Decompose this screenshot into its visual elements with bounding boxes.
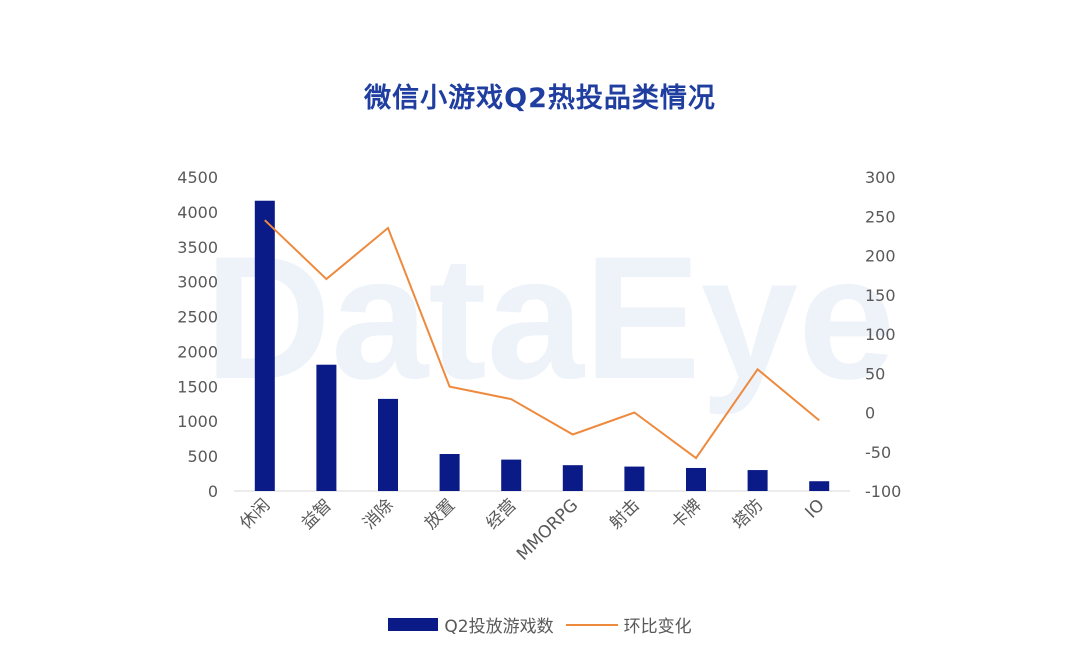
bar-5 (562, 465, 583, 491)
chart-title: 微信小游戏Q2热投品类情况 (364, 83, 716, 114)
category-label-6: 射击 (606, 495, 644, 533)
category-label-0: 休闲 (236, 495, 274, 533)
line-series (264, 219, 820, 460)
bar-8 (747, 470, 768, 491)
legend-line-label: 环比变化 (623, 617, 692, 637)
chart-plot: DataEye 05001000150020002500300035004000… (177, 168, 901, 565)
category-label-1: 益智 (298, 495, 336, 533)
legend-bar-label: Q2投放游戏数 (444, 617, 554, 637)
y-right-tick-6: 200 (865, 247, 896, 266)
y-right-tick-8: 300 (865, 168, 896, 187)
category-label-3: 放置 (421, 495, 459, 533)
y-left-tick-3: 1500 (177, 377, 218, 396)
category-label-2: 消除 (359, 495, 397, 533)
y-left-tick-4: 2000 (177, 342, 218, 361)
y-right-tick-4: 100 (865, 325, 896, 344)
bar-0 (254, 200, 275, 492)
y-right-tick-1: -50 (865, 443, 891, 462)
category-label-8: 塔防 (729, 495, 767, 533)
y-left-tick-9: 4500 (177, 168, 218, 187)
legend-item-line: 环比变化 (565, 612, 692, 637)
bar-2 (378, 398, 398, 491)
category-label-7: 卡牌 (667, 495, 705, 533)
y-left-tick-0: 0 (208, 482, 218, 501)
y-left-tick-5: 2500 (177, 308, 218, 327)
bar-9 (809, 481, 830, 491)
y-left-tick-2: 1000 (177, 412, 218, 431)
bar-4 (501, 459, 522, 491)
y-left-tick-8: 4000 (177, 203, 218, 222)
bar-series (254, 200, 830, 492)
y-right-tick-7: 250 (865, 207, 896, 226)
y-right-tick-2: 0 (865, 404, 875, 423)
y-right-tick-3: 50 (865, 364, 885, 383)
category-label-9: IO (802, 495, 829, 522)
legend-item-bar: Q2投放游戏数 (388, 612, 554, 637)
legend-bar-swatch (388, 618, 439, 631)
watermark: DataEye (205, 221, 896, 416)
line-path (264, 219, 820, 460)
category-label-5: MMORPG (513, 495, 582, 564)
axes: 050010001500200025003000350040004500-100… (177, 168, 901, 501)
bar-7 (686, 467, 706, 491)
y-right-tick-5: 150 (865, 286, 896, 305)
legend: Q2投放游戏数 环比变化 (0, 612, 1080, 637)
bar-3 (439, 454, 460, 491)
watermark-text: DataEye (205, 221, 896, 416)
y-left-tick-7: 3500 (177, 238, 218, 257)
y-left-tick-1: 500 (187, 447, 218, 466)
legend-line-swatch (565, 623, 618, 626)
y-right-tick-0: -100 (865, 482, 901, 501)
category-label-4: 经营 (483, 495, 521, 533)
y-left-tick-6: 3000 (177, 273, 218, 292)
bar-1 (316, 364, 337, 491)
bar-6 (624, 466, 645, 491)
